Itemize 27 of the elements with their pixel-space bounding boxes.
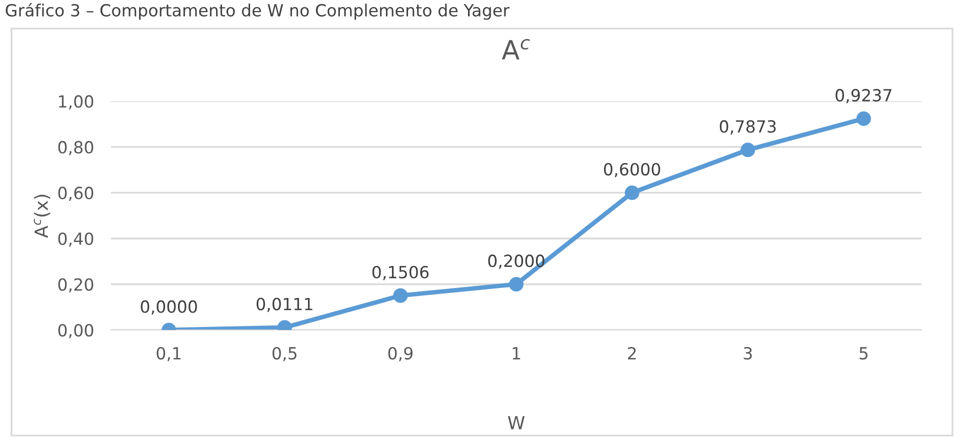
point	[740, 142, 756, 158]
data-label: 0,9237	[836, 88, 892, 104]
y-tick-label: 0,00	[58, 324, 94, 338]
point	[624, 185, 640, 200]
y-tick-label: 0,60	[58, 186, 94, 201]
data-label: 0,0000	[140, 300, 197, 315]
x-axis-title: W	[508, 416, 525, 430]
data-label: 0,2000	[488, 254, 544, 269]
text: Gráfico 3 – Comportamento de W no Complemento de Yager	[6, 3, 510, 20]
y-axis-title: A$^{c}$(x)	[34, 194, 50, 238]
x-tick-label: 0,9	[388, 346, 413, 362]
y-tick-label: 1,00	[59, 95, 94, 110]
x-tick-label: 5	[860, 347, 868, 360]
data-label: 0,6000	[604, 162, 660, 178]
point	[856, 111, 871, 126]
data-label: 0,0111	[256, 298, 312, 312]
x-tick-label: 0,5	[272, 346, 296, 362]
x-tick-label: 2	[628, 346, 636, 360]
y-tick-label: 0,80	[58, 140, 94, 156]
x-tick-label: 1	[512, 347, 520, 360]
data-label: 0,7873	[720, 120, 776, 134]
x-tick-label: 3	[744, 346, 752, 360]
x-tick-label: 0,1	[156, 346, 181, 362]
y-tick-label: 0,20	[58, 278, 94, 293]
chart-title: A$^{c}$	[502, 38, 530, 60]
data-label: 0,1506	[372, 266, 429, 280]
y-tick-label: 0,40	[58, 232, 94, 247]
